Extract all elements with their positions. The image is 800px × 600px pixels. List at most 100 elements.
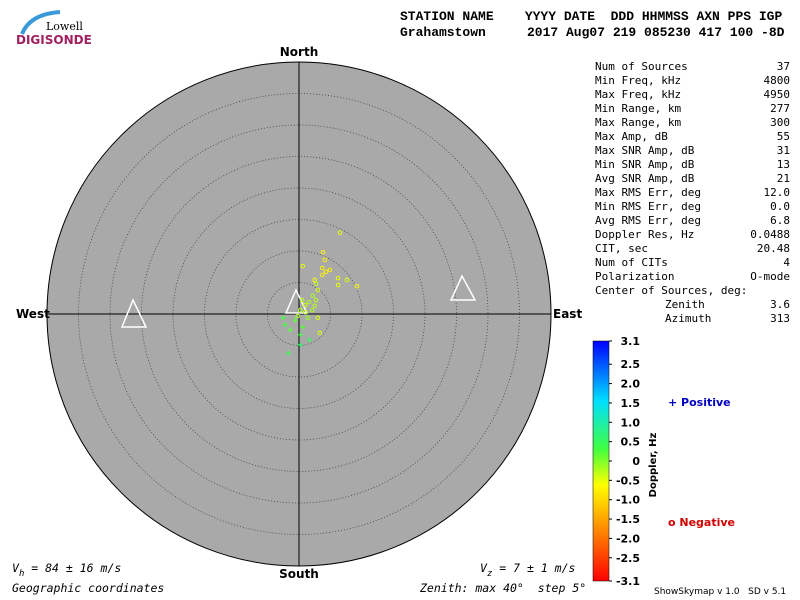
source-negative <box>335 282 341 288</box>
source-negative <box>320 265 325 271</box>
stat-label: Max SNR Amp, dB <box>595 144 695 157</box>
colorbar-tick-label: -1.5 <box>616 513 640 526</box>
stat-value: 6.8 <box>770 214 790 227</box>
colorbar-tick-label: -2.0 <box>616 532 640 545</box>
source-negative <box>344 277 350 283</box>
source-negative <box>303 302 308 308</box>
colorbar-tick-label: 2.0 <box>621 378 641 391</box>
colorbar-tick-label: -1.0 <box>616 494 640 507</box>
stat-label: Max Freq, kHz <box>595 88 681 101</box>
antenna-marker <box>120 298 148 328</box>
header-values: 2017 Aug07 219 085230 417 100 -8D <box>527 25 785 40</box>
stat-label: Max Range, km <box>595 116 681 129</box>
center-title: Center of Sources, deg: <box>595 284 747 297</box>
antenna-marker <box>449 274 477 301</box>
logo-swoosh <box>20 10 61 35</box>
west-label: West <box>16 307 50 321</box>
stat-label: Max RMS Err, deg <box>595 186 701 199</box>
stat-value: 0.0488 <box>750 228 790 241</box>
coords: Geographic coordinates <box>12 581 164 595</box>
stat-label: Min Range, km <box>595 102 681 115</box>
logo-top: Lowell <box>46 20 83 33</box>
source-positive <box>297 342 303 348</box>
source-positive <box>292 317 298 323</box>
source-negative <box>317 330 323 336</box>
source-negative <box>320 249 326 255</box>
source-negative <box>300 263 306 269</box>
source-positive <box>307 337 313 343</box>
center-value: 3.6 <box>770 298 790 311</box>
source-negative <box>297 307 303 313</box>
stat-value: 21 <box>777 172 790 185</box>
stat-label: Num of CITs <box>595 256 668 269</box>
source-negative <box>313 297 319 303</box>
center-label: Zenith <box>665 298 705 311</box>
source-negative <box>303 309 308 315</box>
colorbar-tick-label: -3.1 <box>616 575 640 588</box>
vz-sym: V <box>480 561 488 575</box>
source-negative <box>295 313 301 319</box>
source-negative <box>323 269 329 275</box>
source-negative <box>337 230 343 236</box>
negative-legend: o Negative <box>668 516 735 529</box>
source-negative <box>335 275 341 281</box>
source-positive <box>287 327 293 333</box>
colorbar-tick-label: -2.5 <box>616 552 640 565</box>
source-negative <box>315 315 321 321</box>
stat-label: Avg SNR Amp, dB <box>595 172 695 185</box>
colorbar-tick-label: 2.5 <box>621 358 641 371</box>
stat-value: 4800 <box>764 74 791 87</box>
stat-value: 12.0 <box>764 186 791 199</box>
source-positive <box>297 332 303 338</box>
stat-label: Avg RMS Err, deg <box>595 214 701 227</box>
stat-value: O-mode <box>750 270 790 283</box>
colorbar-tick-label: 1.0 <box>621 416 641 429</box>
source-negative <box>322 257 328 263</box>
south-label: South <box>279 567 319 581</box>
source-negative <box>315 287 321 293</box>
vh: Vh = 84 ± 16 m/s <box>12 561 121 579</box>
stat-value: 277 <box>770 102 790 115</box>
source-negative <box>305 315 311 321</box>
source-negative <box>312 303 318 309</box>
vh-sub: h <box>19 569 24 579</box>
stat-value: 37 <box>777 60 790 73</box>
stat-value: 13 <box>777 158 790 171</box>
stat-label: Num of Sources <box>595 60 688 73</box>
stat-label: Min RMS Err, deg <box>595 200 701 213</box>
colorbar-tick-label: 3.1 <box>621 335 641 348</box>
colorbar-tick-label: -0.5 <box>616 474 640 487</box>
stat-value: 20.48 <box>757 242 790 255</box>
colorbar-label: Doppler, Hz <box>648 433 659 498</box>
stat-label: CIT, sec <box>595 242 648 255</box>
colorbar-tick-label: 1.5 <box>621 397 641 410</box>
header-labels: STATION NAME YYYY DATE DDD HHMMSS AXN PP… <box>400 9 782 24</box>
stat-value: 4950 <box>764 88 791 101</box>
stat-label: Max Amp, dB <box>595 130 668 143</box>
source-negative <box>306 299 312 305</box>
source-negative <box>310 293 316 299</box>
colorbar-tick-label: 0.5 <box>621 436 641 449</box>
colorbar-tick-label: 0 <box>632 455 640 468</box>
source-negative <box>327 267 333 273</box>
stat-label: Doppler Res, Hz <box>595 228 694 241</box>
stat-label: Min SNR Amp, dB <box>595 158 695 171</box>
vh-text: = 84 ± 16 m/s <box>24 561 121 575</box>
vz: Vz = 7 ± 1 m/s <box>480 561 576 579</box>
source-negative <box>312 277 318 283</box>
positive-legend: + Positive <box>668 396 731 409</box>
source-positive <box>280 315 286 321</box>
stat-value: 31 <box>777 144 790 157</box>
vh-sym: V <box>12 561 20 575</box>
version: ShowSkymap v 1.0 SD v 5.1 <box>654 587 786 597</box>
stat-label: Min Freq, kHz <box>595 74 681 87</box>
center-value: 313 <box>770 312 790 325</box>
source-negative <box>309 307 315 313</box>
stat-value: 55 <box>777 130 790 143</box>
center-label: Azimuth <box>665 312 711 325</box>
source-positive <box>300 324 306 330</box>
header-station: Grahamstown <box>400 25 486 40</box>
vz-text: = 7 ± 1 m/s <box>492 561 575 575</box>
source-negative <box>299 297 305 303</box>
